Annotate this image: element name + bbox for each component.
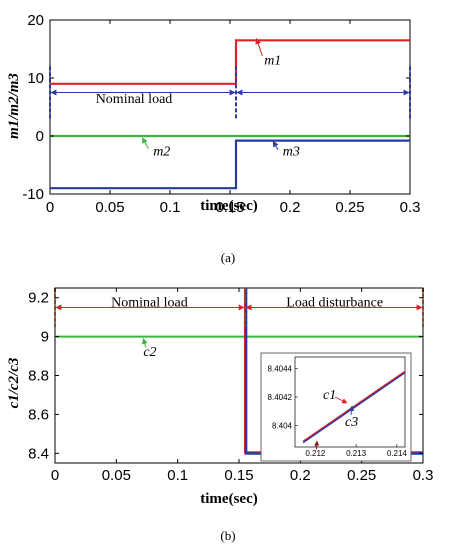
panel-b-y-tick-label: 8.6 [28, 406, 49, 423]
panel-a-x-tick-label: 0 [46, 199, 54, 216]
inset-x-tick-label: 0.213 [346, 449, 367, 458]
inset-y-tick-label: 8.404 [272, 422, 293, 431]
panel-a-annotation-nominal-load: Nominal load [96, 92, 173, 107]
panel-a-x-tick-label: 0.15 [215, 199, 244, 216]
panel-a-x-tick-label: 0.2 [280, 199, 301, 216]
panel-a-label-m2: m2 [153, 145, 170, 160]
panel-b-y-tick-label: 8.4 [28, 445, 49, 462]
panel-a-y-tick-label: 0 [36, 128, 44, 145]
panel-b-inset-zoom: 0.212 0.213 0.214 8.404 8.4042 8.4044 c1 c3 [260, 352, 412, 462]
panel-a-arrow-m3 [272, 140, 279, 151]
panel-a-arrow-m1 [255, 37, 263, 57]
panel-b-x-axis-label: time(sec) [200, 491, 257, 507]
panel-a-caption: (a) [221, 250, 235, 265]
panel-a-plot-area: Nominal load m1 m2 m3 [49, 19, 411, 195]
panel-b-x-tick-label: 0.25 [347, 467, 376, 484]
panel-b-x-tick-label: 0.05 [102, 467, 131, 484]
panel-b-y-tick-label: 9 [41, 329, 49, 346]
panel-b-caption: (b) [220, 528, 235, 543]
panel-a-label-m3: m3 [283, 145, 300, 160]
inset-frame [294, 356, 406, 448]
inset-arrow-c3 [348, 405, 355, 416]
inset-x-tick-label: 0.214 [387, 449, 408, 458]
panel-a-frame [49, 19, 411, 195]
inset-arrow-c1 [334, 396, 348, 404]
inset-y-tick-label: 8.4042 [268, 393, 293, 402]
panel-b-ticks: 0 0.05 0.1 0.15 0.2 0.25 0.3 8.4 8.6 8.8 9 9.2 [28, 288, 433, 484]
panel-b-y-axis-label: c1/c2/c3 [6, 357, 22, 408]
panel-b-label-c2: c2 [143, 345, 156, 360]
panel-a-series-m3 [50, 139, 410, 190]
panel-b-y-tick-label: 9.2 [28, 290, 49, 307]
panel-b-annotation-nominal-load: Nominal load [111, 296, 188, 311]
panel-a-x-tick-label: 0.05 [95, 199, 124, 216]
panel-b-x-tick-label: 0 [51, 467, 59, 484]
panel-a-y-tick-label: -10 [22, 186, 44, 203]
inset-label-c3: c3 [345, 415, 358, 430]
panel-a-x-tick-label: 0.1 [160, 199, 181, 216]
panel-a-y-axis-label: m1/m2/m3 [6, 73, 22, 139]
panel-b-x-tick-label: 0.15 [224, 467, 253, 484]
inset-x-tick-label: 0.212 [305, 449, 326, 458]
panel-a-x-tick-label: 0.3 [400, 199, 421, 216]
panel-b-y-tick-label: 8.8 [28, 368, 49, 385]
panel-b-x-tick-label: 0.3 [413, 467, 434, 484]
panel-a: Nominal load m1 m2 m3 0 0.05 0.1 0.15 0.2 0.25 0.… [6, 12, 420, 265]
panel-a-y-tick-label: 10 [27, 70, 44, 87]
panel-a-x-axis-label: time(sec) [200, 198, 257, 214]
panel-a-x-tick-label: 0.25 [335, 199, 364, 216]
panel-b-x-tick-label: 0.1 [167, 467, 188, 484]
inset-label-c1: c1 [323, 388, 336, 403]
panel-a-arrow-m2 [141, 137, 149, 149]
inset-y-tick-label: 8.4044 [268, 364, 293, 373]
panel-b-arrow-c2 [141, 337, 148, 348]
panel-b-annotation-load-disturbance: Load disturbance [286, 296, 383, 311]
panel-a-label-m1: m1 [264, 54, 281, 69]
panel-a-series-m1 [50, 39, 410, 85]
panel-a-y-tick-label: 20 [27, 12, 44, 29]
panel-b-x-tick-label: 0.2 [290, 467, 311, 484]
